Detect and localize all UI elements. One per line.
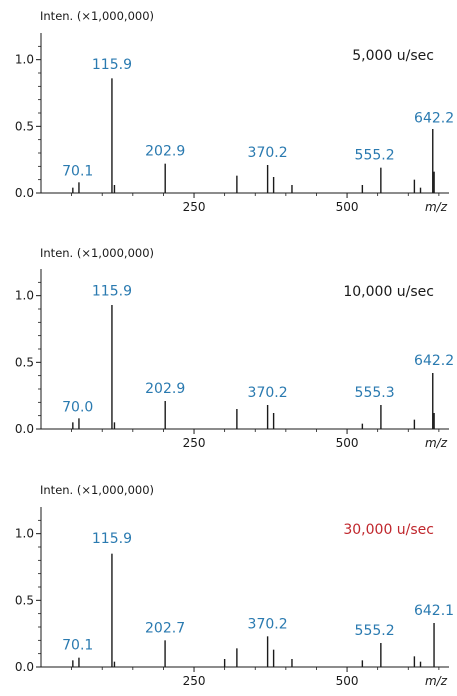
peak-label: 202.7 [145, 620, 185, 636]
peak-label: 642.1 [414, 603, 454, 619]
x-axis-title: m/z [425, 436, 448, 450]
peak-label: 202.9 [145, 381, 185, 397]
x-axis-title: m/z [425, 200, 448, 214]
spectrum-panel-3: Inten. (×1,000,000) 0.0 0.5 1.0 250 500 m/z 30,… [15, 483, 454, 688]
peak-label: 70.0 [62, 400, 93, 416]
y-tick-label: 0.5 [15, 119, 34, 133]
y-tick-label: 0.0 [15, 660, 34, 674]
spectrum-panel-1: Inten. (×1,000,000) 0.0 0.5 1.0 250 500 m/z 5,0… [15, 9, 454, 214]
y-tick-label: 1.0 [15, 53, 34, 67]
x-tick-label: 500 [336, 674, 359, 688]
scan-speed-label: 30,000 u/sec [343, 522, 434, 538]
x-tick-label: 250 [183, 436, 206, 450]
peak-label: 555.2 [355, 148, 395, 164]
peak-label: 202.9 [145, 144, 185, 160]
peak-label: 370.2 [248, 145, 288, 161]
peak-label: 555.3 [355, 385, 395, 401]
y-axis-title: Inten. (×1,000,000) [40, 246, 154, 260]
peak-label: 370.2 [248, 385, 288, 401]
y-tick-label: 0.5 [15, 355, 34, 369]
x-tick-label: 500 [336, 436, 359, 450]
peak-label: 115.9 [92, 284, 132, 300]
y-axis-title: Inten. (×1,000,000) [40, 483, 154, 497]
y-tick-label: 0.0 [15, 422, 34, 436]
y-tick-label: 1.0 [15, 527, 34, 541]
y-tick-label: 0.0 [15, 186, 34, 200]
peak-label: 70.1 [62, 164, 93, 180]
x-tick-label: 500 [336, 200, 359, 214]
peak-label: 70.1 [62, 638, 93, 654]
x-axis-title: m/z [425, 674, 448, 688]
x-tick-label: 250 [183, 200, 206, 214]
spectrum-panel-2: Inten. (×1,000,000) 0.0 0.5 1.0 250 500 m/z 10,… [15, 246, 454, 450]
peak-label: 370.2 [248, 616, 288, 632]
peak-label: 642.2 [414, 353, 454, 369]
peak-label: 555.2 [355, 623, 395, 639]
scan-speed-label: 10,000 u/sec [343, 284, 434, 300]
x-tick-label: 250 [183, 674, 206, 688]
peak-label: 115.9 [92, 57, 132, 73]
scan-speed-label: 5,000 u/sec [352, 48, 434, 64]
y-axis-title: Inten. (×1,000,000) [40, 9, 154, 23]
peak-label: 115.9 [92, 531, 132, 547]
y-tick-label: 1.0 [15, 289, 34, 303]
peak-label: 642.2 [414, 110, 454, 126]
y-tick-label: 0.5 [15, 593, 34, 607]
